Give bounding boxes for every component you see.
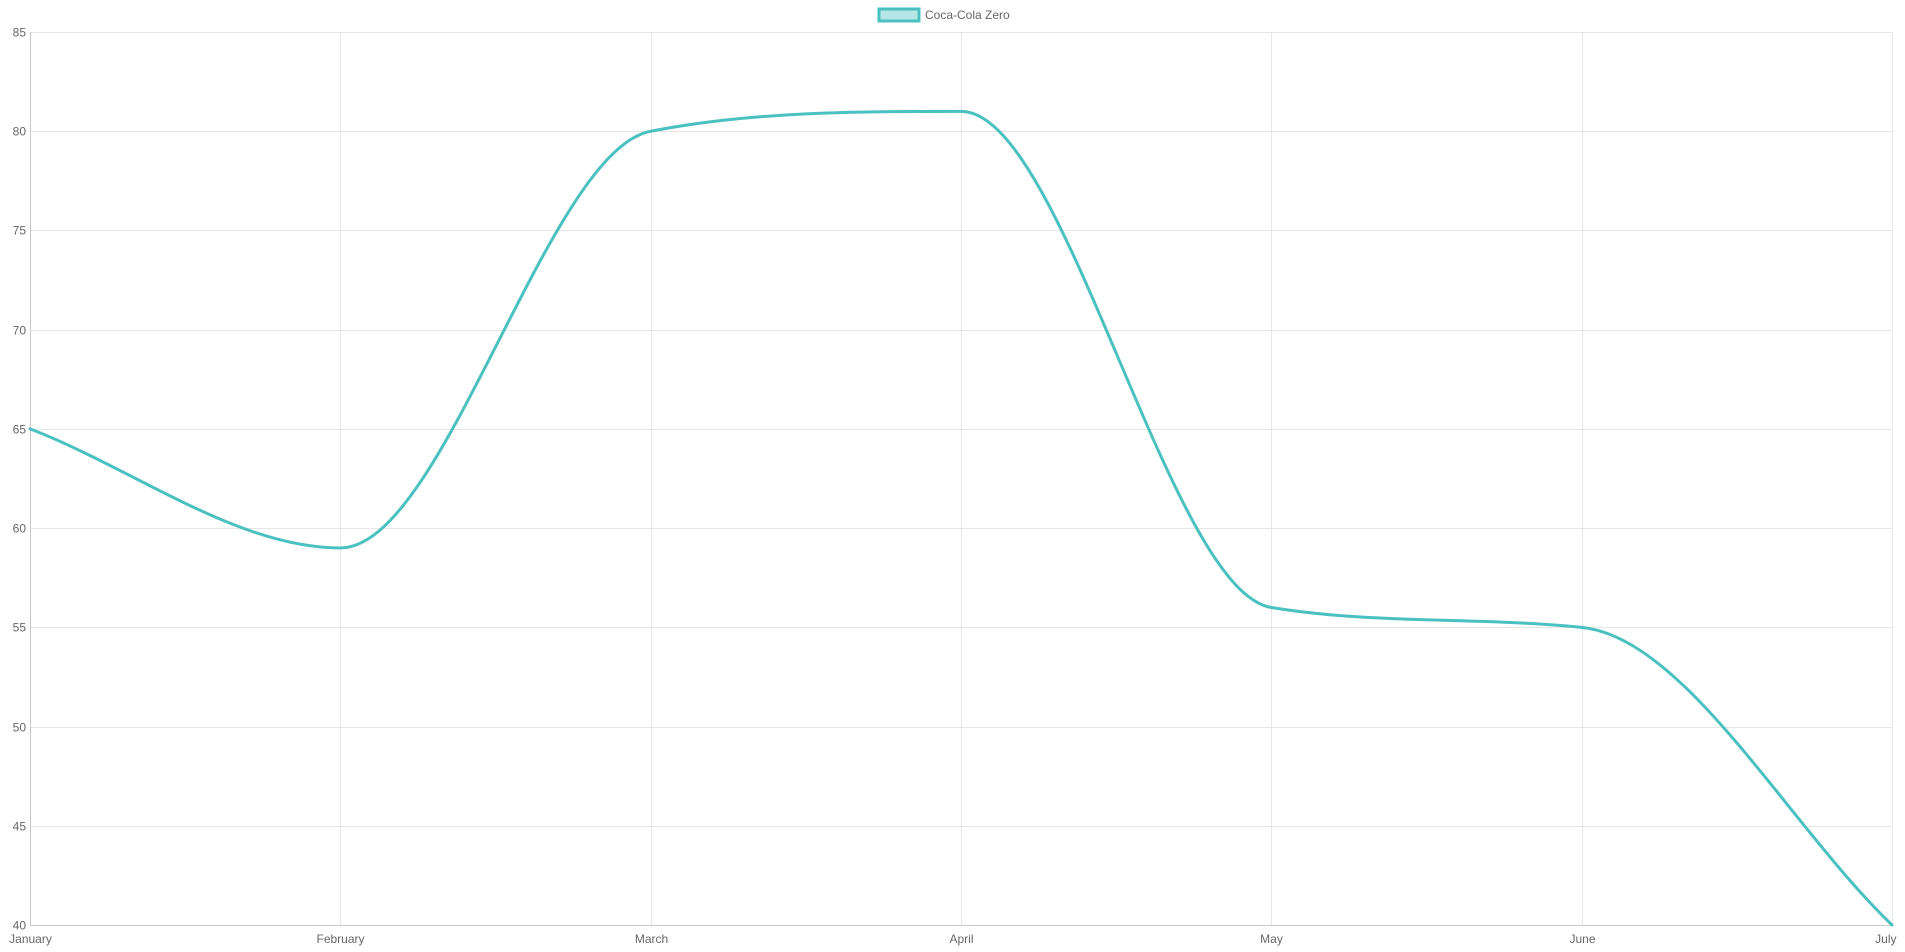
x-tick-label: June: [1569, 932, 1595, 946]
x-tick-label: April: [949, 932, 973, 946]
legend[interactable]: Coca-Cola Zero: [877, 7, 1010, 23]
series-line-coca-cola-zero[interactable]: [28, 109, 1894, 927]
y-tick-label: 70: [13, 324, 27, 338]
x-tick-label: July: [1875, 932, 1896, 946]
legend-label-coca-cola-zero[interactable]: Coca-Cola Zero: [925, 8, 1010, 22]
grid-lines: [30, 32, 1893, 926]
y-tick-label: 80: [13, 125, 27, 139]
y-tick-label: 40: [13, 919, 27, 933]
x-axis-tick-labels: January February March April May June July: [9, 932, 1896, 946]
y-tick-label: 75: [13, 224, 27, 238]
y-tick-label: 60: [13, 522, 27, 536]
series-lines: [28, 109, 1894, 927]
y-axis-tick-labels: 40 45 50 55 60 65 70 75 80 85: [13, 26, 27, 933]
y-tick-label: 55: [13, 621, 27, 635]
y-tick-label: 85: [13, 26, 27, 40]
y-tick-label: 65: [13, 423, 27, 437]
y-tick-label: 45: [13, 820, 27, 834]
x-tick-label: March: [635, 932, 668, 946]
axes: [30, 32, 1892, 926]
legend-swatch-coca-cola-zero[interactable]: [877, 7, 921, 23]
x-tick-label: February: [316, 932, 364, 946]
x-tick-label: May: [1260, 932, 1283, 946]
x-tick-label: January: [9, 932, 52, 946]
y-tick-label: 50: [13, 721, 27, 735]
